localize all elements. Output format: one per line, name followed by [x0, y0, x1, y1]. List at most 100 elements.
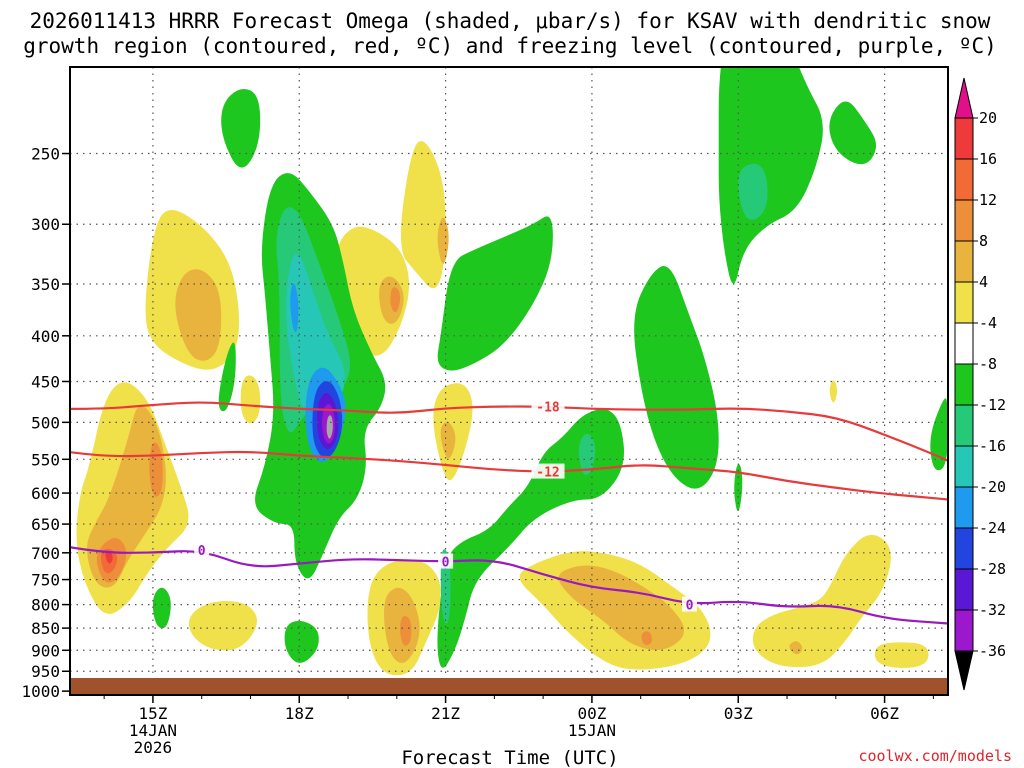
colorbar-label: 4	[979, 273, 988, 291]
y-tick-label: 950	[31, 662, 60, 681]
colorbar-swatch	[954, 486, 974, 529]
x-axis-label: Forecast Time (UTC)	[401, 747, 618, 768]
colorbar-top-arrow	[954, 77, 974, 119]
omega-region	[437, 217, 449, 264]
colorbar-label: -36	[979, 642, 1006, 660]
omega-region	[829, 101, 877, 165]
colorbar-swatch	[954, 158, 974, 201]
contour-label-bg	[438, 553, 454, 569]
colorbar-swatch	[954, 281, 974, 324]
colorbar-swatch	[954, 404, 974, 447]
colorbar-swatch	[954, 445, 974, 488]
x-tick-label: 21Z	[431, 704, 460, 723]
omega-region	[152, 587, 171, 629]
contour-label: -12	[536, 466, 559, 481]
x-tick-label: 00Z	[577, 704, 606, 723]
colorbar-label: -16	[979, 437, 1006, 455]
colorbar-swatch	[954, 117, 974, 160]
colorbar-label: -8	[979, 355, 997, 373]
omega-region	[578, 433, 596, 475]
omega-region	[829, 380, 838, 403]
contour-label: 0	[198, 544, 206, 559]
omega-region	[437, 409, 625, 668]
y-tick-label: 550	[31, 450, 60, 469]
chart-title-line-1: 2026011413 HRRR Forecast Omega (shaded, …	[30, 9, 991, 33]
omega-region	[440, 422, 456, 459]
y-tick-label: 350	[31, 275, 60, 294]
omega-region	[290, 283, 299, 333]
contour-line	[70, 450, 948, 501]
colorbar-swatch	[954, 527, 974, 570]
colorbar-label: -24	[979, 519, 1006, 537]
x-tick-label: 14JAN	[129, 721, 177, 740]
x-tick-label: 15Z	[138, 704, 167, 723]
colorbar-label: 16	[979, 150, 997, 168]
colorbar-label: -4	[979, 314, 997, 332]
omega-region	[752, 534, 891, 668]
chart-title-line-2: growth region (contoured, red, ºC) and f…	[23, 34, 997, 58]
colorbar-label: 12	[979, 191, 997, 209]
x-tick-label: 15JAN	[568, 721, 616, 740]
omega-region	[175, 269, 222, 361]
x-tick-label: 06Z	[870, 704, 899, 723]
y-tick-label: 900	[31, 641, 60, 660]
y-tick-label: 750	[31, 571, 60, 590]
y-tick-label: 300	[31, 215, 60, 234]
contour-line	[70, 401, 948, 462]
y-tick-label: 650	[31, 515, 60, 534]
y-axis-ticks: 250 300 350 400 450 500 550 600 650 700 750 800 850 9…	[21, 145, 70, 701]
contour-label-bg	[531, 463, 565, 479]
omega-region	[284, 620, 319, 663]
y-tick-label: 600	[31, 484, 60, 503]
x-tick-label: 03Z	[724, 704, 753, 723]
colorbar-label: -28	[979, 560, 1006, 578]
colorbar-label: -32	[979, 601, 1006, 619]
contour-lines: -18 -12 0 0 0	[70, 398, 948, 625]
omega-region	[634, 265, 719, 489]
omega-region	[789, 641, 803, 655]
y-tick-label: 450	[31, 372, 60, 391]
contour-label: -18	[536, 401, 560, 416]
contour-label-bg	[531, 398, 565, 414]
contour-label: 0	[442, 556, 450, 571]
colorbar-swatch	[954, 322, 974, 365]
colorbar-bottom-arrow	[954, 650, 974, 691]
y-tick-label: 800	[31, 596, 60, 615]
y-tick-label: 850	[31, 619, 60, 638]
omega-region	[874, 642, 929, 668]
y-tick-label: 250	[31, 145, 60, 164]
colorbar-label: -12	[979, 396, 1006, 414]
y-tick-label: 400	[31, 327, 60, 346]
colorbar-swatch	[954, 363, 974, 406]
contour-line	[70, 546, 948, 625]
omega-region	[400, 616, 412, 646]
x-tick-label: 2026	[134, 738, 173, 757]
omega-region	[734, 464, 743, 512]
omega-region	[738, 163, 768, 220]
colorbar-swatch	[954, 240, 974, 283]
omega-region	[718, 67, 823, 284]
contour-label-bg	[681, 596, 697, 612]
omega-region	[437, 216, 553, 371]
colorbar-swatch	[954, 609, 974, 652]
colorbar: 20 16 12 8 4 -4 -8 -12 -16 -20 -24 -28 -32 -36	[954, 77, 1006, 691]
omega-region	[221, 88, 261, 168]
omega-region	[326, 415, 333, 439]
y-tick-label: 500	[31, 413, 60, 432]
colorbar-label: 20	[979, 109, 997, 127]
colorbar-swatch	[954, 568, 974, 611]
omega-region	[390, 287, 401, 313]
omega-region	[105, 551, 113, 564]
contour-label: 0	[686, 599, 694, 614]
credit-text: coolwx.com/models	[858, 747, 1012, 765]
omega-region	[641, 631, 652, 646]
contour-label-bg	[194, 542, 210, 558]
x-tick-label: 18Z	[285, 704, 314, 723]
omega-region	[240, 375, 261, 424]
grid-lines	[70, 67, 948, 695]
colorbar-label: -20	[979, 478, 1006, 496]
colorbar-label: 8	[979, 232, 988, 250]
omega-region	[218, 342, 236, 412]
